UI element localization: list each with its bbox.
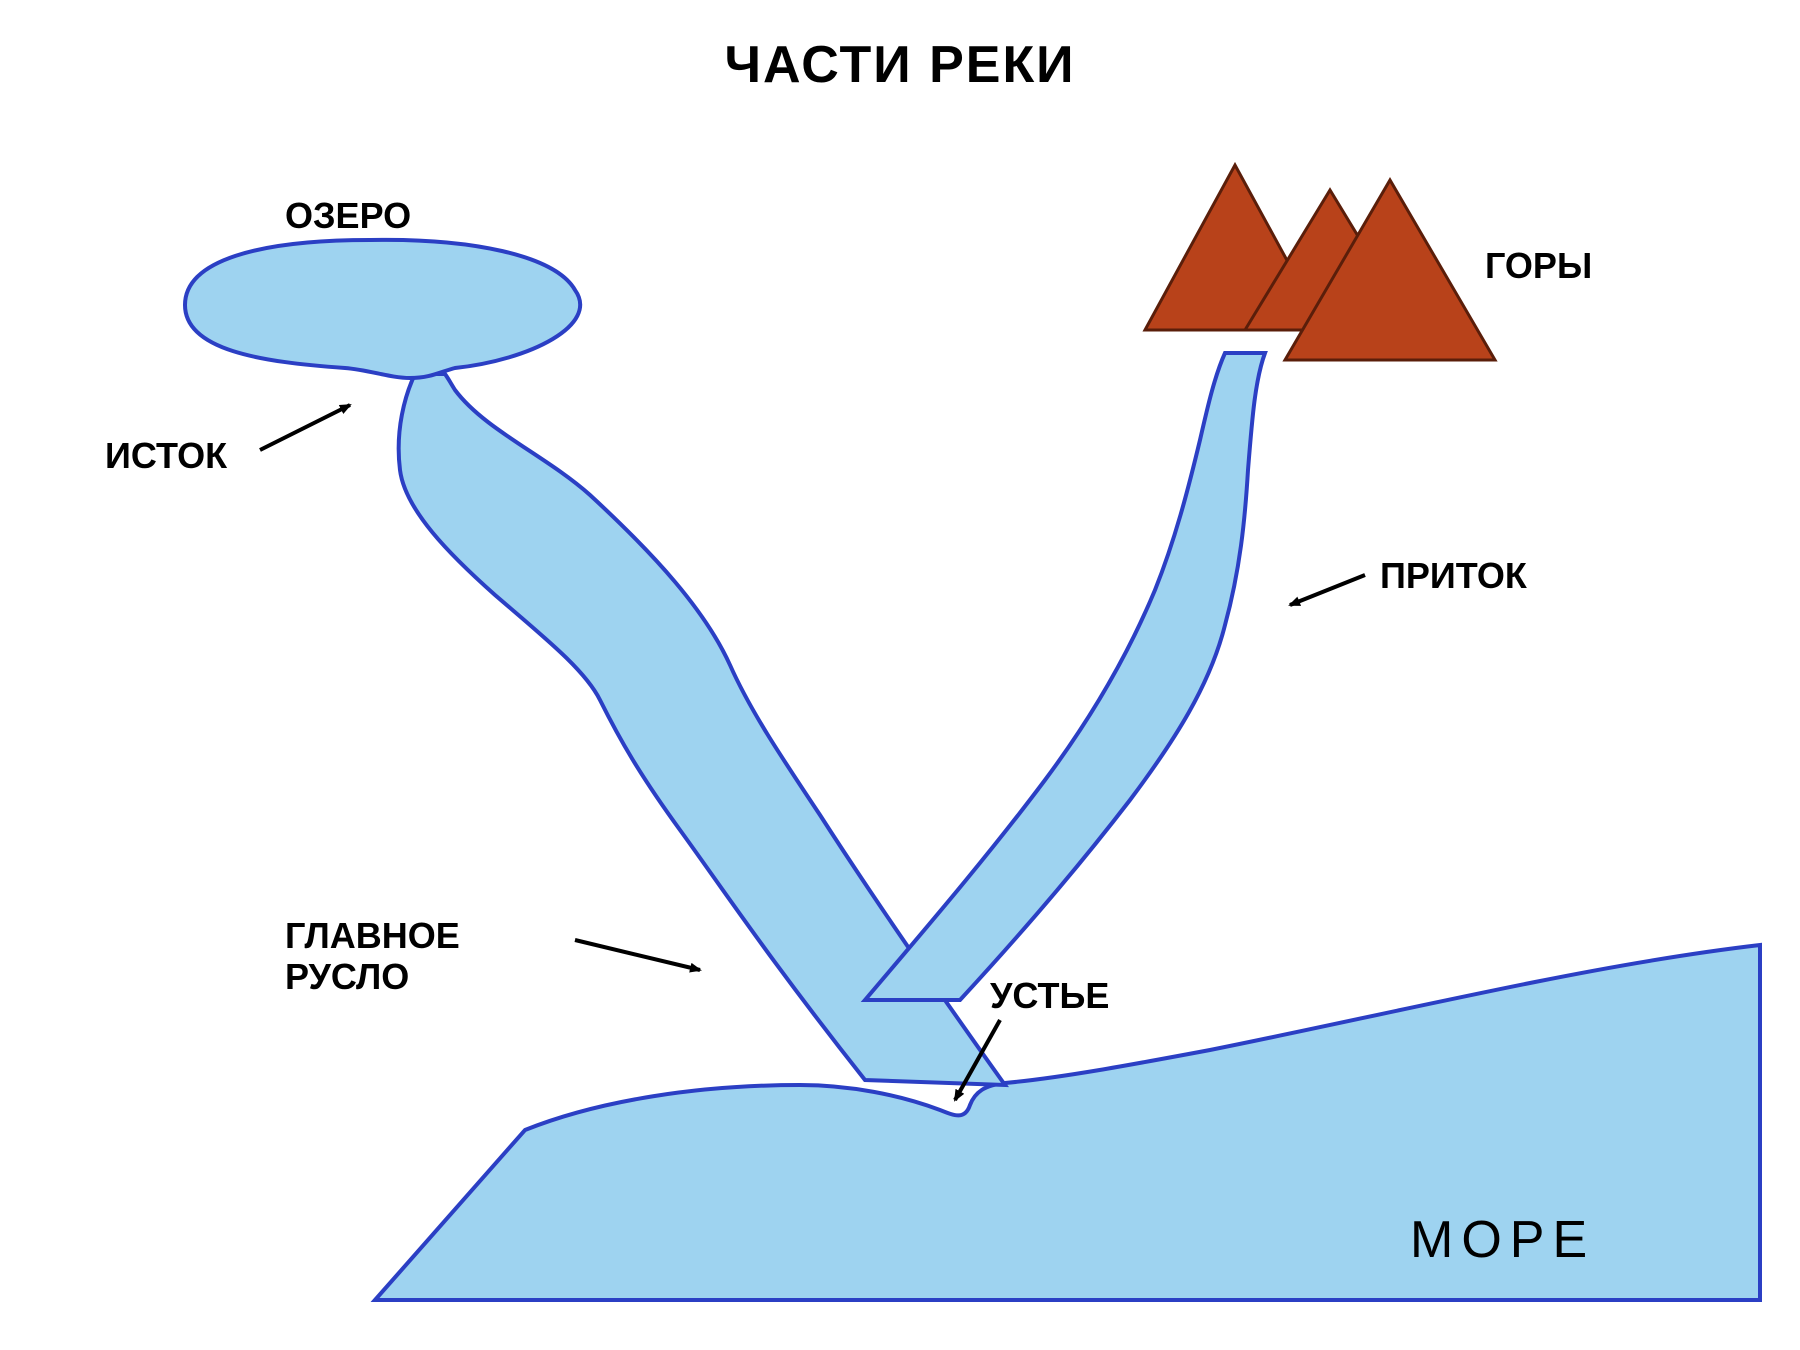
pointer-arrow-0 [260,405,350,450]
label-source: ИСТОК [105,435,227,476]
pointer-arrow-2 [575,940,700,970]
diagram-svg [0,0,1800,1350]
label-lake: ОЗЕРО [285,195,411,236]
tributary-shape [865,353,1265,1000]
label-main-channel: ГЛАВНОЕ РУСЛО [285,915,460,998]
diagram-title: ЧАСТИ РЕКИ [0,35,1800,95]
mountains-group [1145,165,1495,360]
label-sea: МОРЕ [1410,1210,1595,1270]
diagram-stage: ЧАСТИ РЕКИ ОЗЕРО ГОРЫ ИСТОК ПРИТОК ГЛАВН… [0,0,1800,1350]
lake-shape [185,240,580,378]
label-mouth: УСТЬЕ [990,975,1109,1016]
pointer-arrow-1 [1290,575,1365,605]
label-tributary: ПРИТОК [1380,555,1527,596]
label-mountains: ГОРЫ [1485,245,1592,286]
